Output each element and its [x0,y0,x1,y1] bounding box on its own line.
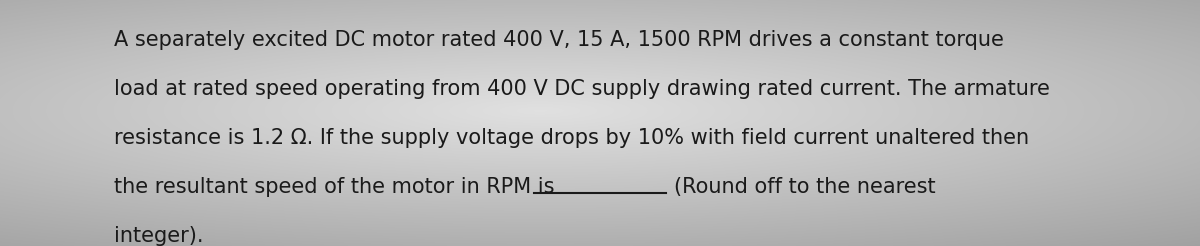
Text: resistance is 1.2 Ω. If the supply voltage drops by 10% with field current unalt: resistance is 1.2 Ω. If the supply volta… [114,128,1030,148]
Text: load at rated speed operating from 400 V DC supply drawing rated current. The ar: load at rated speed operating from 400 V… [114,79,1050,99]
Text: integer).: integer). [114,226,204,246]
Text: A separately excited DC motor rated 400 V, 15 A, 1500 RPM drives a constant torq: A separately excited DC motor rated 400 … [114,30,1004,49]
Text: the resultant speed of the motor in RPM is: the resultant speed of the motor in RPM … [114,177,554,197]
Text: (Round off to the nearest: (Round off to the nearest [674,177,936,197]
